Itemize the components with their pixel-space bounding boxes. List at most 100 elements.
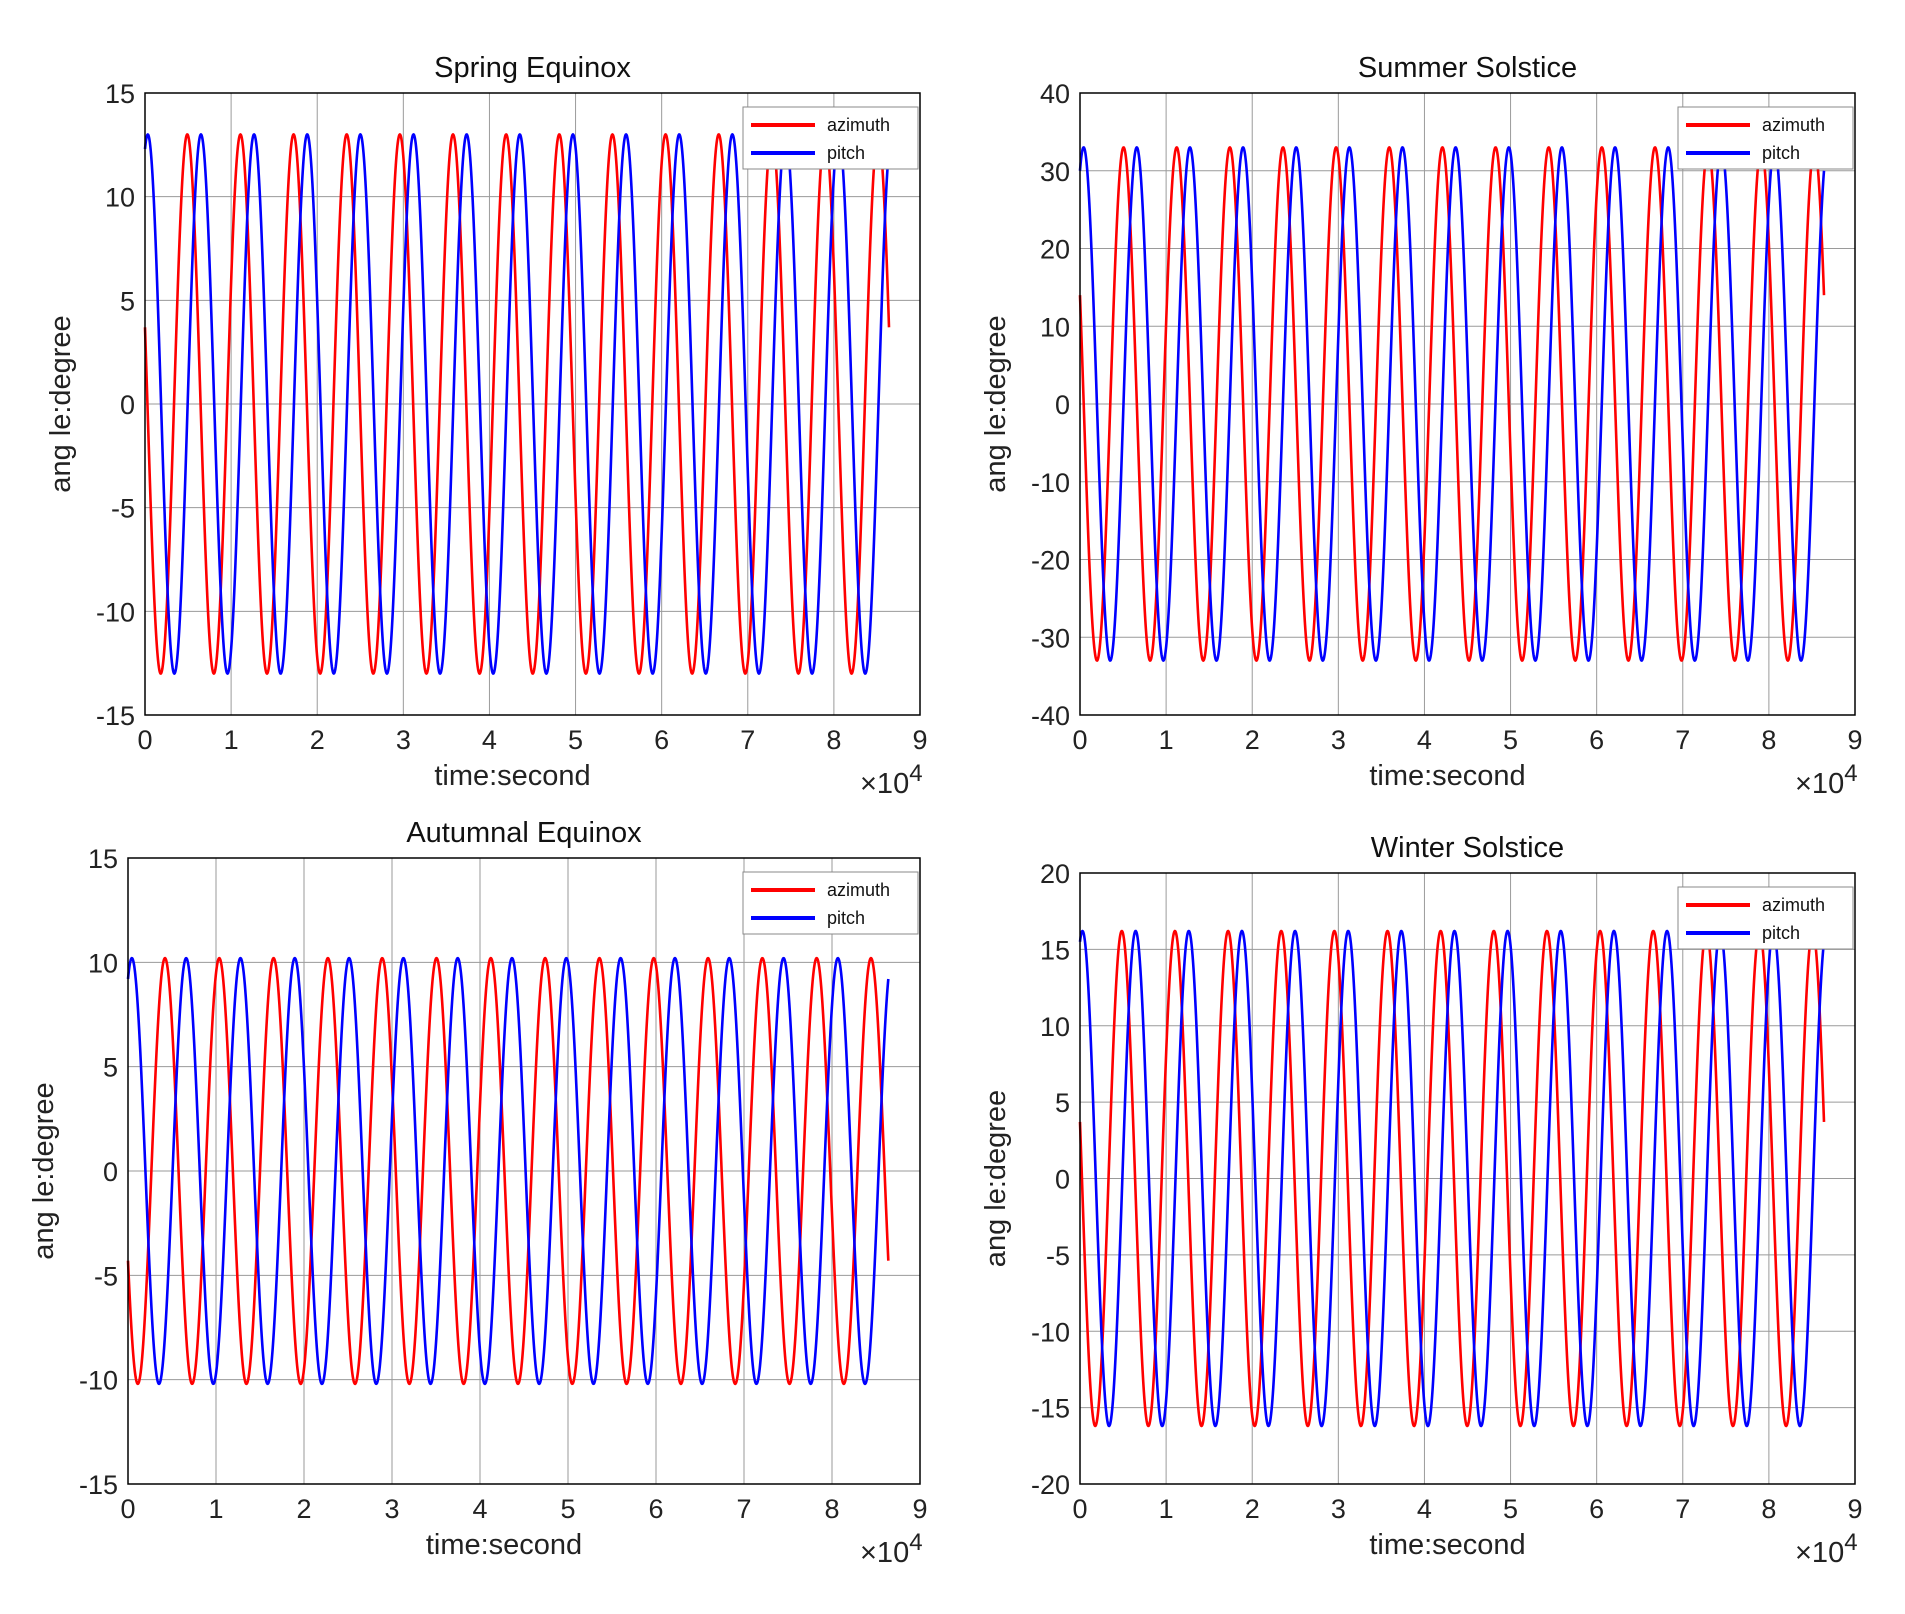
x-tick-label: 2 [296, 1494, 311, 1524]
x-tick-label: 4 [1417, 725, 1432, 755]
x-tick-label: 9 [1847, 725, 1862, 755]
x-tick-label: 7 [1675, 725, 1690, 755]
series-line-azimuth [126, 956, 890, 1386]
x-axis-multiplier: ×104 [860, 1529, 923, 1569]
x-tick-label: 5 [1503, 1494, 1518, 1524]
x-tick-label: 9 [912, 725, 927, 755]
legend-label-azimuth: azimuth [1762, 115, 1825, 135]
legend-label-azimuth: azimuth [1762, 895, 1825, 915]
y-tick-label: 20 [1040, 235, 1070, 265]
series-line-pitch [126, 956, 890, 1386]
x-tick-label: 6 [1589, 1494, 1604, 1524]
series-line-azimuth [1078, 929, 1826, 1428]
y-tick-label: 0 [120, 390, 135, 420]
y-tick-label: -30 [1031, 623, 1070, 653]
x-tick-label: 6 [654, 725, 669, 755]
x-tick-label: 4 [482, 725, 497, 755]
plot-frame [1079, 92, 1856, 716]
x-axis-multiplier: ×104 [860, 760, 923, 800]
y-tick-label: 5 [1055, 1088, 1070, 1118]
y-tick-label: 0 [1055, 1165, 1070, 1195]
y-tick-label: 0 [103, 1157, 118, 1187]
x-axis-multiplier: ×104 [1795, 760, 1858, 800]
y-tick-label: 15 [105, 79, 135, 109]
x-tick-label: 5 [1503, 725, 1518, 755]
x-tick-label: 5 [568, 725, 583, 755]
plot-frame [1079, 872, 1856, 1485]
legend: azimuth pitch [1677, 886, 1854, 950]
y-tick-label: 15 [1040, 935, 1070, 965]
x-tick-label: 6 [648, 1494, 663, 1524]
x-tick-label: 7 [740, 725, 755, 755]
y-tick-label: 40 [1040, 79, 1070, 109]
x-tick-label: 1 [1159, 1494, 1174, 1524]
series-line-azimuth [1078, 145, 1826, 663]
x-tick-label: 5 [560, 1494, 575, 1524]
y-tick-label: -10 [96, 597, 135, 627]
x-axis-exponent: 4 [1844, 1529, 1857, 1556]
chart-panel: 0 1 2 3 4 5 6 7 8 9 -20 -15 -10 -5 0 5 10 15 20 Winter Sols… [980, 832, 1863, 1569]
chart-title: Winter Solstice [1371, 832, 1564, 864]
x-tick-label: 3 [1331, 725, 1346, 755]
x-tick-label: 1 [224, 725, 239, 755]
x-tick-label: 9 [912, 1494, 927, 1524]
x-axis-label: time:second [1369, 760, 1525, 792]
y-tick-label: 10 [88, 948, 118, 978]
y-tick-label: 10 [1040, 312, 1070, 342]
legend-label-pitch: pitch [1762, 923, 1800, 943]
x-tick-label: 4 [1417, 1494, 1432, 1524]
y-tick-label: -20 [1031, 546, 1070, 576]
chart-title: Spring Equinox [434, 52, 631, 84]
y-axis-label: ang le:degree [980, 315, 1012, 492]
x-tick-label: 7 [736, 1494, 751, 1524]
x-tick-label: 1 [208, 1494, 223, 1524]
chart-panel: 0 1 2 3 4 5 6 7 8 9 -40 -30 -20 -10 0 10 20 30 40 Summer So… [980, 52, 1863, 800]
chart-title: Autumnal Equinox [406, 817, 642, 849]
legend-label-azimuth: azimuth [827, 115, 890, 135]
y-tick-label: -15 [96, 701, 135, 731]
series-line-pitch [1078, 145, 1826, 663]
legend-label-azimuth: azimuth [827, 880, 890, 900]
y-tick-label: -5 [111, 494, 135, 524]
chart-title: Summer Solstice [1358, 52, 1577, 84]
y-axis-label: ang le:degree [28, 1082, 60, 1259]
y-tick-label: -15 [79, 1470, 118, 1500]
x-tick-label: 9 [1847, 1494, 1862, 1524]
x-tick-label: 0 [120, 1494, 135, 1524]
y-tick-label: -5 [94, 1261, 118, 1291]
y-tick-label: 20 [1040, 859, 1070, 889]
x-tick-label: 8 [826, 725, 841, 755]
plot-frame [144, 92, 921, 716]
x-tick-label: 2 [1245, 1494, 1260, 1524]
x-tick-label: 8 [1761, 725, 1776, 755]
chart-panel: 0 1 2 3 4 5 6 7 8 9 -15 -10 -5 0 5 10 15 Autumnal Equinox… [28, 817, 928, 1569]
y-tick-label: 5 [120, 286, 135, 316]
legend-label-pitch: pitch [827, 908, 865, 928]
y-tick-label: 0 [1055, 390, 1070, 420]
y-tick-label: -10 [79, 1366, 118, 1396]
x-tick-label: 3 [1331, 1494, 1346, 1524]
x-tick-label: 3 [396, 725, 411, 755]
y-tick-label: 30 [1040, 157, 1070, 187]
legend-box [742, 106, 919, 170]
y-tick-label: -20 [1031, 1470, 1070, 1500]
x-axis-label: time:second [434, 760, 590, 792]
legend-box [1677, 886, 1854, 950]
x-axis-exponent: 4 [1844, 760, 1857, 787]
series-line-azimuth [143, 132, 891, 676]
x-tick-label: 4 [472, 1494, 487, 1524]
legend: azimuth pitch [742, 106, 919, 170]
legend-label-pitch: pitch [1762, 143, 1800, 163]
x-tick-label: 2 [310, 725, 325, 755]
x-axis-label: time:second [1369, 1529, 1525, 1561]
y-axis-label: ang le:degree [980, 1090, 1012, 1267]
y-tick-label: -15 [1031, 1394, 1070, 1424]
y-tick-label: -40 [1031, 701, 1070, 731]
y-tick-label: 15 [88, 844, 118, 874]
y-axis-label: ang le:degree [45, 315, 77, 492]
x-axis-exponent: 4 [909, 760, 922, 787]
series-line-pitch [143, 132, 891, 676]
x-tick-label: 8 [1761, 1494, 1776, 1524]
y-tick-label: 5 [103, 1053, 118, 1083]
